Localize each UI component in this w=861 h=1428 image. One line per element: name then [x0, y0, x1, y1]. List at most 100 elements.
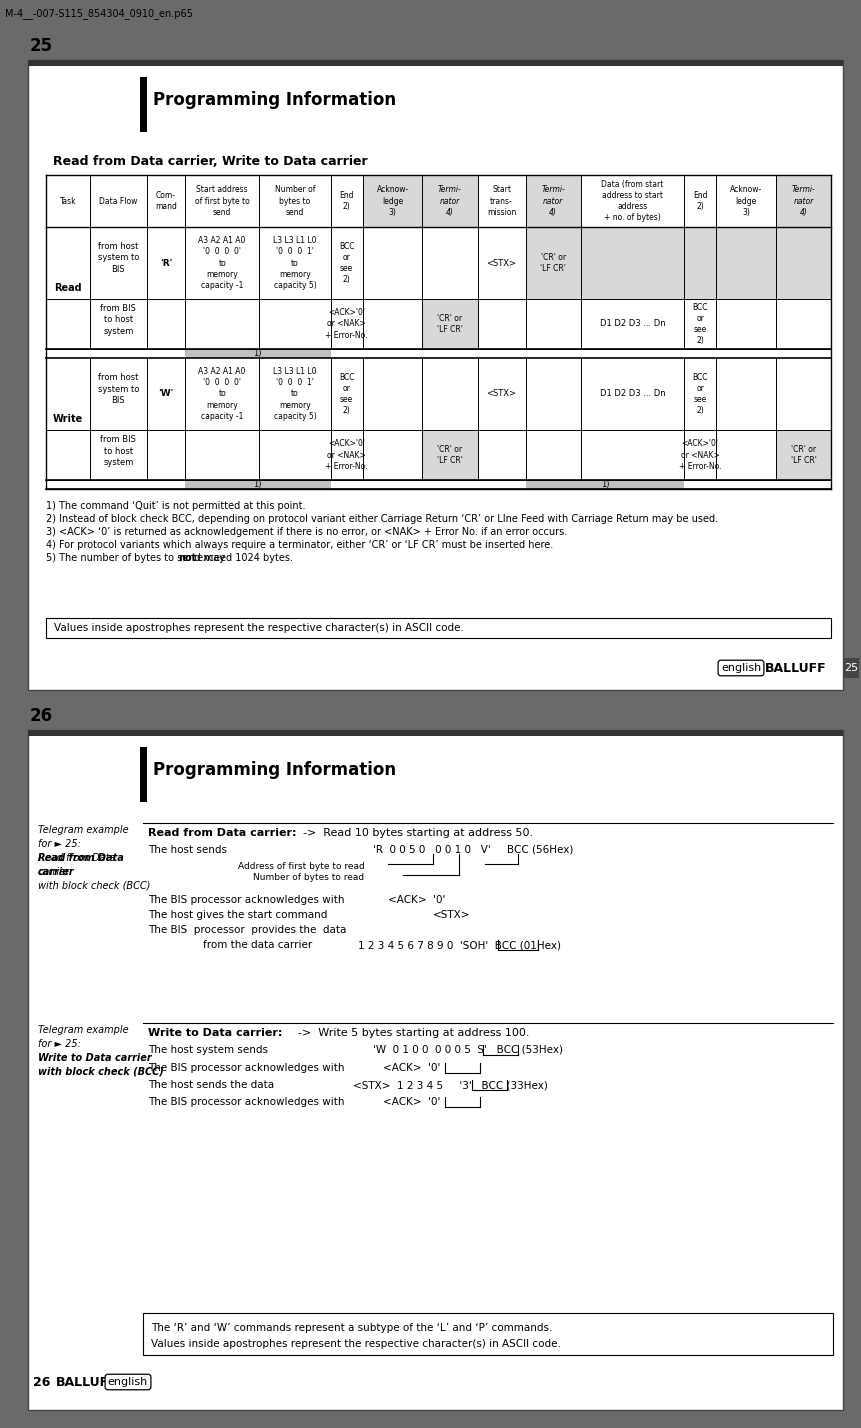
Text: not: not — [178, 553, 196, 563]
Bar — [140, 77, 147, 131]
Bar — [423, 176, 478, 227]
Bar — [28, 730, 843, 1409]
Text: A3 A2 A1 A0
'0  0  0  0'
to
memory
capacity -1: A3 A2 A1 A0 '0 0 0 0' to memory capacity… — [199, 367, 246, 421]
Text: Read from Data
carrier: Read from Data carrier — [38, 853, 124, 877]
Text: Number of
bytes to
send: Number of bytes to send — [275, 186, 315, 217]
Text: End
2): End 2) — [693, 191, 708, 211]
Text: from host
system to
BIS: from host system to BIS — [97, 373, 139, 404]
Text: <ACK>  '0': <ACK> '0' — [383, 1097, 440, 1107]
Text: BCC
or
see
2): BCC or see 2) — [339, 241, 355, 284]
Text: from the data carrier: from the data carrier — [203, 940, 313, 950]
Text: Programming Information: Programming Information — [153, 761, 396, 780]
Text: <ACK>  '0': <ACK> '0' — [388, 895, 445, 905]
Text: Start address
of first byte to
send: Start address of first byte to send — [195, 186, 250, 217]
Text: <ACK>  '0': <ACK> '0' — [383, 1062, 440, 1072]
Text: 26: 26 — [33, 1375, 51, 1388]
Text: M-4__-007-S115_854304_0910_en.p65: M-4__-007-S115_854304_0910_en.p65 — [5, 9, 193, 19]
Text: <ACK>'0'
or <NAK>
+ Error-No.: <ACK>'0' or <NAK> + Error-No. — [679, 440, 722, 471]
Text: 25: 25 — [844, 663, 858, 673]
Text: The BIS  processor  provides the  data: The BIS processor provides the data — [148, 925, 346, 935]
Text: The BIS processor acknowledges with: The BIS processor acknowledges with — [148, 1062, 344, 1072]
Text: BALLUFF: BALLUFF — [765, 661, 827, 674]
Text: 'W': 'W' — [158, 390, 174, 398]
Text: Read from Data carrier:: Read from Data carrier: — [148, 828, 296, 838]
Text: Values inside apostrophes represent the respective character(s) in ASCII code.: Values inside apostrophes represent the … — [54, 623, 464, 633]
Text: Write: Write — [53, 414, 83, 424]
Text: Task: Task — [59, 197, 76, 206]
Text: <STX>  1 2 3 4 5     '3'   BCC (33Hex): <STX> 1 2 3 4 5 '3' BCC (33Hex) — [353, 1080, 548, 1090]
Text: D1 D2 D3 ... Dn: D1 D2 D3 ... Dn — [599, 390, 666, 398]
Text: BCC
or
see
2): BCC or see 2) — [692, 303, 708, 346]
Bar — [776, 176, 831, 227]
Text: from BIS
to host
system: from BIS to host system — [101, 436, 136, 467]
Bar — [185, 480, 331, 488]
Text: 'CR' or
'LF CR': 'CR' or 'LF CR' — [437, 314, 463, 334]
Text: 'CR' or
'LF CR': 'CR' or 'LF CR' — [790, 446, 816, 466]
Text: Data Flow: Data Flow — [99, 197, 138, 206]
Bar — [423, 298, 478, 348]
Text: from BIS
to host
system: from BIS to host system — [101, 304, 136, 336]
Text: <STX>: <STX> — [486, 390, 517, 398]
Text: ->  Read 10 bytes starting at address 50.: -> Read 10 bytes starting at address 50. — [303, 828, 533, 838]
Text: Com-
mand: Com- mand — [155, 191, 177, 211]
Text: 4) For protocol variants which always require a terminator, either ‘CR’ or ‘LF C: 4) For protocol variants which always re… — [46, 540, 554, 550]
Text: 3) <ACK> ‘0’ is returned as acknowledgement if there is no error, or <NAK> + Err: 3) <ACK> ‘0’ is returned as acknowledgem… — [46, 527, 567, 537]
Text: 26: 26 — [30, 707, 53, 725]
Text: 5) The number of bytes to send may: 5) The number of bytes to send may — [46, 553, 228, 563]
Text: A3 A2 A1 A0
'0  0  0  0'
to
memory
capacity -1: A3 A2 A1 A0 '0 0 0 0' to memory capacity… — [199, 236, 246, 290]
Text: 25: 25 — [30, 37, 53, 56]
Text: <ACK>'0'
or <NAK>
+ Error-No.: <ACK>'0' or <NAK> + Error-No. — [325, 440, 368, 471]
Text: Address of first byte to read: Address of first byte to read — [238, 863, 365, 871]
Text: Termi-
nator
4): Termi- nator 4) — [791, 186, 815, 217]
Text: Data (from start
address to start
address
+ no. of bytes): Data (from start address to start addres… — [601, 180, 664, 223]
Text: english: english — [721, 663, 761, 673]
Text: The host sends the data: The host sends the data — [148, 1080, 274, 1090]
Text: 1): 1) — [253, 480, 262, 488]
Bar — [185, 348, 331, 358]
Bar — [28, 60, 843, 690]
Bar — [423, 430, 478, 480]
Text: 'CR' or
'LF CR': 'CR' or 'LF CR' — [437, 446, 463, 466]
Text: 'CR' or
'LF CR': 'CR' or 'LF CR' — [541, 253, 567, 273]
Text: ->  Write 5 bytes starting at address 100.: -> Write 5 bytes starting at address 100… — [298, 1028, 530, 1038]
Bar — [46, 618, 831, 638]
Text: 1) The command ‘Quit’ is not permitted at this point.: 1) The command ‘Quit’ is not permitted a… — [46, 501, 306, 511]
Text: 'R  0 0 5 0   0 0 1 0   V'     BCC (56Hex): 'R 0 0 5 0 0 0 1 0 V' BCC (56Hex) — [373, 845, 573, 855]
Text: <STX>: <STX> — [486, 258, 517, 267]
Text: 1 2 3 4 5 6 7 8 9 0  'SOH'  BCC (01Hex): 1 2 3 4 5 6 7 8 9 0 'SOH' BCC (01Hex) — [358, 940, 561, 950]
Text: End
2): End 2) — [339, 191, 354, 211]
Text: The BIS processor acknowledges with: The BIS processor acknowledges with — [148, 895, 344, 905]
Text: The host system sends: The host system sends — [148, 1045, 268, 1055]
Text: Termi-
nator
4): Termi- nator 4) — [438, 186, 461, 217]
Bar — [28, 730, 843, 735]
Text: Acknow-
ledge
3): Acknow- ledge 3) — [376, 186, 409, 217]
Bar — [362, 176, 423, 227]
Bar — [526, 176, 581, 227]
Bar — [843, 658, 859, 678]
Text: Values inside apostrophes represent the respective character(s) in ASCII code.: Values inside apostrophes represent the … — [151, 1339, 561, 1349]
Text: <STX>: <STX> — [433, 910, 470, 920]
Text: 1): 1) — [601, 480, 610, 488]
Text: Start
trans-
mission: Start trans- mission — [487, 186, 517, 217]
Text: 2) Instead of block check BCC, depending on protocol variant either Carriage Ret: 2) Instead of block check BCC, depending… — [46, 514, 718, 524]
Text: Programming Information: Programming Information — [153, 91, 396, 109]
Bar — [526, 227, 581, 298]
Text: The host gives the start command: The host gives the start command — [148, 910, 327, 920]
Text: Number of bytes to read: Number of bytes to read — [253, 873, 364, 883]
Text: The ‘R’ and ‘W’ commands represent a subtype of the ‘L’ and ‘P’ commands.: The ‘R’ and ‘W’ commands represent a sub… — [151, 1322, 553, 1332]
Text: 1): 1) — [253, 348, 262, 358]
Text: Acknow-
ledge
3): Acknow- ledge 3) — [730, 186, 762, 217]
Text: L3 L3 L1 L0
'0  0  0  1'
to
memory
capacity 5): L3 L3 L1 L0 '0 0 0 1' to memory capacity… — [273, 367, 317, 421]
Text: D1 D2 D3 ... Dn: D1 D2 D3 ... Dn — [599, 320, 666, 328]
Text: Read from Data carrier, Write to Data carrier: Read from Data carrier, Write to Data ca… — [53, 156, 368, 169]
Text: Read: Read — [54, 283, 82, 293]
Bar — [526, 480, 684, 488]
Text: BCC
or
see
2): BCC or see 2) — [692, 373, 708, 416]
Bar — [28, 60, 843, 66]
Text: <ACK>'0'
or <NAK>
+ Error-No.: <ACK>'0' or <NAK> + Error-No. — [325, 308, 368, 340]
Text: exceed 1024 bytes.: exceed 1024 bytes. — [195, 553, 294, 563]
Text: The host sends: The host sends — [148, 845, 227, 855]
Text: BALLUFF: BALLUFF — [56, 1375, 118, 1388]
Text: BCC
or
see
2): BCC or see 2) — [339, 373, 355, 416]
Text: Termi-
nator
4): Termi- nator 4) — [542, 186, 565, 217]
